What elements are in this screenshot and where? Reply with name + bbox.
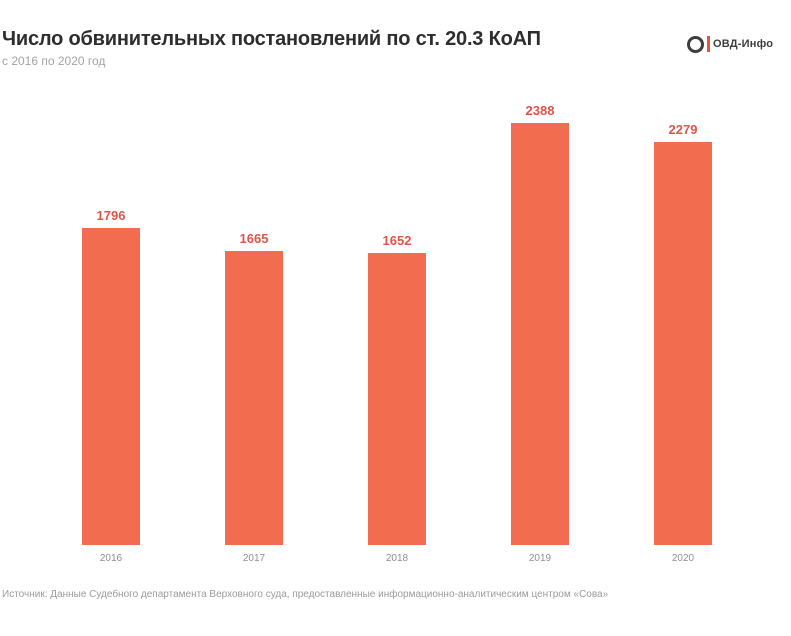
- bar-value-label: 1665: [239, 231, 269, 246]
- bar-value-label: 2279: [668, 122, 698, 137]
- source-note: Источник: Данные Судебного департамента …: [2, 589, 609, 600]
- x-axis-label: 2016: [99, 553, 123, 564]
- x-axis-label: 2019: [528, 553, 552, 564]
- chart-subtitle: с 2016 по 2020 год: [2, 54, 106, 68]
- ovd-info-logo: ОВД-Инфо: [687, 35, 773, 53]
- logo-text: ОВД-Инфо: [713, 38, 774, 50]
- bar-group-2018: 1652 2018: [368, 233, 426, 564]
- bar: [511, 123, 569, 545]
- bar-value-label: 1796: [96, 208, 126, 223]
- bar: [225, 251, 283, 545]
- bar: [82, 228, 140, 545]
- bar-value-label: 2388: [525, 103, 555, 118]
- x-axis-label: 2017: [242, 553, 266, 564]
- x-axis-label: 2020: [671, 553, 695, 564]
- bar-group-2017: 1665 2017: [225, 231, 283, 564]
- chart-header: Число обвинительных постановлений по ст.…: [2, 28, 541, 68]
- bar-value-label: 1652: [382, 233, 412, 248]
- bar-group-2020: 2279 2020: [654, 122, 712, 564]
- logo-circle-icon: [687, 35, 704, 53]
- bar-group-2016: 1796 2016: [82, 208, 140, 564]
- logo-divider-bar: [707, 36, 710, 52]
- chart-title: Число обвинительных постановлений по ст.…: [2, 28, 541, 50]
- bar: [368, 253, 426, 545]
- bar: [654, 142, 712, 545]
- x-axis-label: 2018: [385, 553, 409, 564]
- bar-group-2019: 2388 2019: [511, 103, 569, 564]
